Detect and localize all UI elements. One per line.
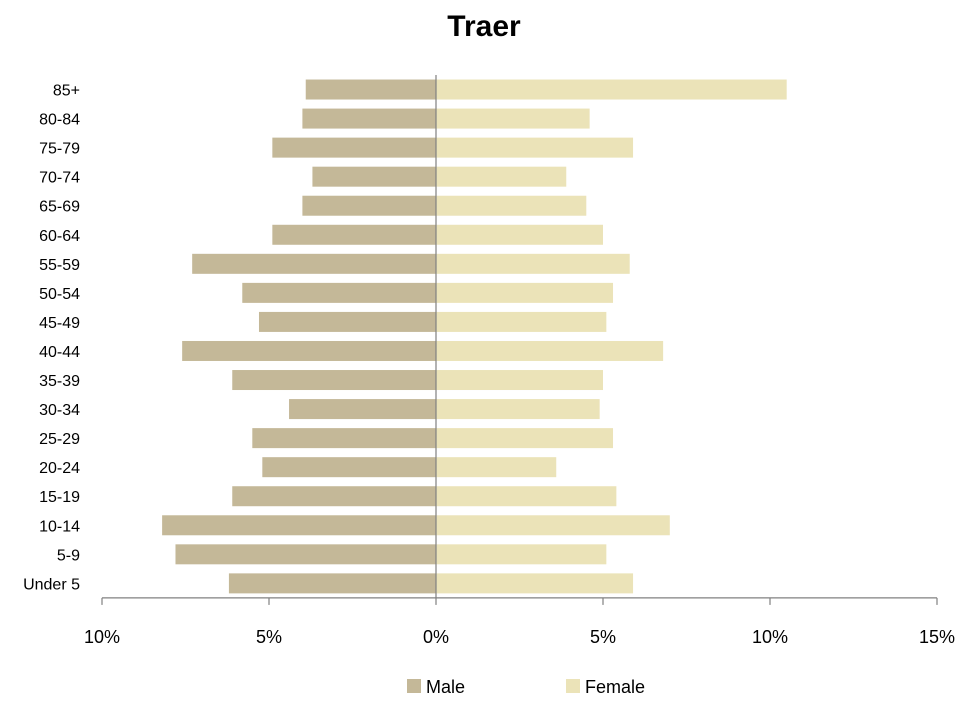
legend-swatch-male — [407, 679, 421, 693]
bar-male-5-9 — [175, 544, 437, 565]
category-label: 25-29 — [39, 431, 80, 448]
bar-female-under-5 — [436, 573, 634, 594]
bar-female-40-44 — [436, 340, 664, 361]
x-axis: 10% 5% 0% 5% 10% 15% — [84, 75, 955, 647]
x-tick-label: 5% — [256, 627, 282, 647]
category-label: 55-59 — [39, 257, 80, 274]
bar-male-45-49 — [258, 311, 436, 332]
legend-swatch-female — [566, 679, 580, 693]
category-label: 85+ — [53, 83, 80, 100]
legend: Male Female — [407, 677, 645, 697]
category-label: 80-84 — [39, 112, 80, 129]
category-label: 35-39 — [39, 373, 80, 390]
category-label: 75-79 — [39, 141, 80, 158]
bar-male-60-64 — [272, 224, 436, 245]
legend-label-male: Male — [426, 677, 465, 697]
category-label: 60-64 — [39, 228, 80, 245]
bar-male-15-19 — [232, 486, 436, 507]
bar-female-80-84 — [436, 108, 590, 129]
bar-female-5-9 — [436, 544, 607, 565]
category-labels: Under 5 5-9 10-14 15-19 20-24 25-29 30-34 35-39… — [23, 83, 80, 594]
bar-male-25-29 — [252, 428, 436, 449]
legend-label-female: Female — [585, 677, 645, 697]
bar-male-65-69 — [302, 195, 436, 216]
bar-female-50-54 — [436, 282, 614, 303]
bar-female-45-49 — [436, 311, 607, 332]
bar-male-30-34 — [289, 399, 436, 420]
bar-female-20-24 — [436, 457, 557, 478]
bar-male-35-39 — [232, 370, 436, 391]
bar-male-40-44 — [182, 340, 436, 361]
category-label: 30-34 — [39, 402, 80, 419]
bar-female-65-69 — [436, 195, 587, 216]
bar-female-35-39 — [436, 370, 603, 391]
bar-female-55-59 — [436, 253, 630, 274]
bar-male-under-5 — [228, 573, 436, 594]
bar-female-15-19 — [436, 486, 617, 507]
chart-title: Traer — [447, 10, 521, 43]
bar-female-75-79 — [436, 137, 634, 158]
category-label: 15-19 — [39, 489, 80, 506]
bar-male-20-24 — [262, 457, 436, 478]
x-tick-label: 0% — [423, 627, 449, 647]
bar-male-75-79 — [272, 137, 436, 158]
bar-female-10-14 — [436, 515, 670, 536]
bar-male-85plus — [305, 79, 436, 100]
bar-male-80-84 — [302, 108, 436, 129]
category-label: 20-24 — [39, 460, 80, 477]
category-label: 70-74 — [39, 170, 80, 187]
bar-male-10-14 — [162, 515, 436, 536]
category-label: Under 5 — [23, 576, 80, 593]
bar-female-30-34 — [436, 399, 600, 420]
bars-group — [162, 79, 787, 594]
x-tick-label: 5% — [590, 627, 616, 647]
x-tick-label: 10% — [84, 627, 120, 647]
category-label: 65-69 — [39, 199, 80, 216]
bar-female-60-64 — [436, 224, 603, 245]
x-tick-label: 10% — [752, 627, 788, 647]
category-label: 40-44 — [39, 344, 80, 361]
bar-male-50-54 — [242, 282, 436, 303]
bar-female-25-29 — [436, 428, 614, 449]
category-label: 45-49 — [39, 315, 80, 332]
bar-male-70-74 — [312, 166, 436, 187]
category-label: 10-14 — [39, 518, 80, 535]
bar-female-70-74 — [436, 166, 567, 187]
bar-male-55-59 — [192, 253, 436, 274]
category-label: 5-9 — [57, 547, 80, 564]
bar-female-85plus — [436, 79, 787, 100]
category-label: 50-54 — [39, 286, 80, 303]
x-tick-label: 15% — [919, 627, 955, 647]
